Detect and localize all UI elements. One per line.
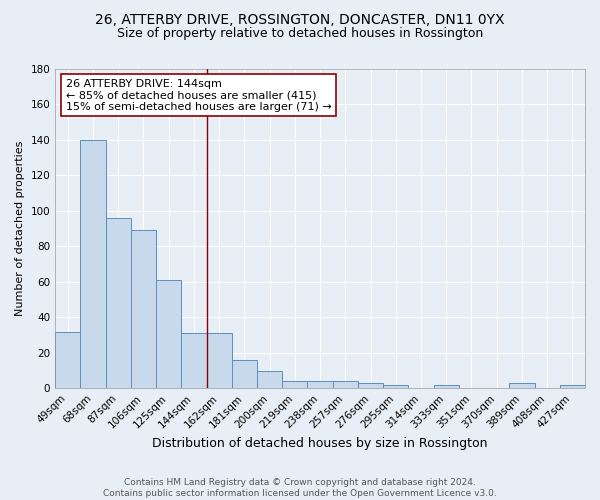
Y-axis label: Number of detached properties: Number of detached properties [15, 141, 25, 316]
Text: Size of property relative to detached houses in Rossington: Size of property relative to detached ho… [117, 28, 483, 40]
Bar [232, 360, 257, 388]
Bar [131, 230, 156, 388]
Bar [358, 383, 383, 388]
Bar [80, 140, 106, 388]
Bar [181, 334, 206, 388]
Bar [282, 381, 307, 388]
Text: Contains HM Land Registry data © Crown copyright and database right 2024.
Contai: Contains HM Land Registry data © Crown c… [103, 478, 497, 498]
Bar [307, 381, 332, 388]
Text: 26, ATTERBY DRIVE, ROSSINGTON, DONCASTER, DN11 0YX: 26, ATTERBY DRIVE, ROSSINGTON, DONCASTER… [95, 12, 505, 26]
Bar [509, 383, 535, 388]
Bar [383, 385, 409, 388]
Bar [560, 385, 585, 388]
Bar [434, 385, 459, 388]
X-axis label: Distribution of detached houses by size in Rossington: Distribution of detached houses by size … [152, 437, 488, 450]
Bar [156, 280, 181, 388]
Bar [55, 332, 80, 388]
Bar [106, 218, 131, 388]
Bar [257, 370, 282, 388]
Bar [332, 381, 358, 388]
Bar [206, 334, 232, 388]
Text: 26 ATTERBY DRIVE: 144sqm
← 85% of detached houses are smaller (415)
15% of semi-: 26 ATTERBY DRIVE: 144sqm ← 85% of detach… [66, 78, 332, 112]
